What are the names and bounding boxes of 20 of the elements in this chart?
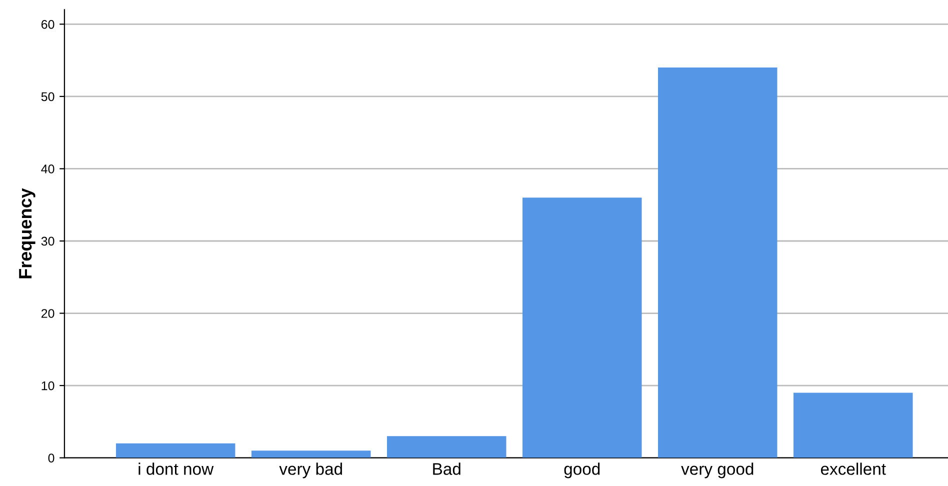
y-tick-label: 60	[41, 20, 54, 29]
x-tick-label: very bad	[279, 462, 342, 478]
bar	[794, 392, 913, 458]
bar	[658, 68, 778, 458]
x-tick-label: Bad	[433, 462, 460, 475]
y-tick-label: 0	[48, 454, 54, 462]
x-tick-label: i dont now	[138, 462, 214, 475]
y-tick-label: 50	[41, 92, 54, 102]
y-axis-title: Frequency	[19, 188, 36, 278]
x-tick-label: excellent	[820, 462, 886, 475]
bar	[251, 450, 371, 458]
y-tick-label: 40	[41, 164, 54, 174]
bar	[116, 443, 236, 458]
y-tick-label: 30	[41, 236, 54, 246]
y-tick-label: 10	[42, 381, 54, 390]
y-tick-label: 20	[41, 309, 54, 318]
bar	[522, 198, 642, 458]
x-tick-label: very good	[681, 462, 754, 478]
x-tick-label: good	[564, 462, 600, 478]
bar	[386, 436, 506, 458]
